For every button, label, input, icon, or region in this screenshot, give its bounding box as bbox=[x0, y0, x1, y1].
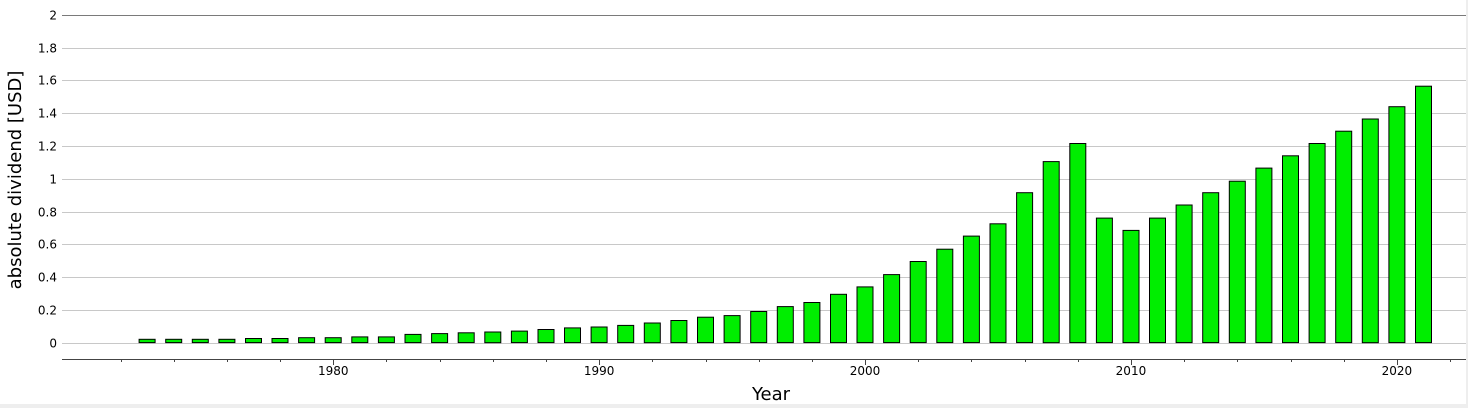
bar bbox=[803, 302, 821, 344]
y-axis-title: absolute dividend [USD] bbox=[5, 71, 26, 290]
bar bbox=[1388, 106, 1406, 344]
y-tick-label: 1.2 bbox=[38, 140, 57, 154]
bar bbox=[298, 337, 316, 344]
bar bbox=[1282, 155, 1299, 344]
bar bbox=[1069, 143, 1087, 344]
bar bbox=[564, 327, 581, 344]
bar bbox=[750, 311, 768, 344]
bar bbox=[723, 315, 741, 344]
bar bbox=[1095, 217, 1113, 344]
y-tick-label: 0.4 bbox=[38, 271, 57, 285]
y-tick-label: 1.4 bbox=[38, 107, 57, 121]
bar bbox=[324, 337, 342, 344]
bar bbox=[936, 248, 954, 344]
bar bbox=[1016, 192, 1034, 344]
bar bbox=[776, 306, 794, 344]
bar bbox=[510, 330, 528, 344]
y-tick-label: 0 bbox=[49, 337, 57, 351]
bar bbox=[1255, 167, 1273, 344]
y-tick-label: 1.8 bbox=[38, 42, 57, 56]
axes: 0 0.2 0.4 0.6 0.8 1 1.2 1.4 1.6 1.8 2 1980 1990 2000 2… bbox=[38, 9, 1466, 378]
y-tick-label: 2 bbox=[49, 9, 57, 23]
bar bbox=[165, 338, 183, 344]
bar bbox=[670, 320, 688, 344]
bar bbox=[351, 336, 369, 344]
bar bbox=[1175, 204, 1193, 344]
bar bbox=[457, 332, 475, 344]
x-tick-label: 1980 bbox=[318, 364, 349, 378]
bars bbox=[138, 85, 1432, 344]
bar bbox=[830, 293, 847, 344]
bar bbox=[909, 261, 927, 344]
right-edge-border bbox=[1466, 0, 1468, 408]
y-tick-label: 1 bbox=[49, 173, 57, 187]
bar bbox=[1308, 143, 1326, 344]
bar bbox=[643, 322, 661, 344]
bar bbox=[245, 338, 262, 344]
bar bbox=[989, 223, 1007, 344]
bar bbox=[404, 333, 422, 344]
bar bbox=[697, 316, 714, 344]
bar bbox=[271, 338, 289, 344]
bar bbox=[431, 333, 449, 344]
bar bbox=[1335, 130, 1353, 344]
bar bbox=[138, 338, 156, 344]
bar bbox=[883, 274, 901, 344]
bar bbox=[1202, 192, 1220, 344]
bar bbox=[1149, 217, 1166, 344]
x-tick-label: 1990 bbox=[584, 364, 615, 378]
y-tick-label: 0.6 bbox=[38, 238, 57, 252]
x-axis-title: Year bbox=[751, 384, 791, 405]
bar bbox=[1361, 118, 1379, 344]
bar bbox=[1228, 180, 1246, 344]
bar bbox=[1042, 161, 1060, 344]
bar bbox=[377, 336, 395, 344]
x-tick-label: 2010 bbox=[1116, 364, 1147, 378]
y-tick-label: 0.8 bbox=[38, 206, 57, 220]
bar bbox=[1415, 85, 1432, 344]
bar bbox=[191, 338, 209, 344]
bar bbox=[1122, 229, 1140, 344]
bar bbox=[537, 329, 555, 344]
x-tick-label: 2000 bbox=[850, 364, 881, 378]
x-tick-label: 2020 bbox=[1382, 364, 1413, 378]
bar bbox=[856, 286, 874, 344]
y-tick-label: 1.6 bbox=[38, 74, 57, 88]
y-tick-label: 0.2 bbox=[38, 304, 57, 318]
bar bbox=[962, 235, 980, 344]
bar bbox=[484, 331, 502, 344]
bar bbox=[617, 324, 635, 344]
bar bbox=[590, 326, 608, 344]
bar bbox=[218, 338, 236, 344]
bottom-edge-border bbox=[0, 404, 1468, 408]
